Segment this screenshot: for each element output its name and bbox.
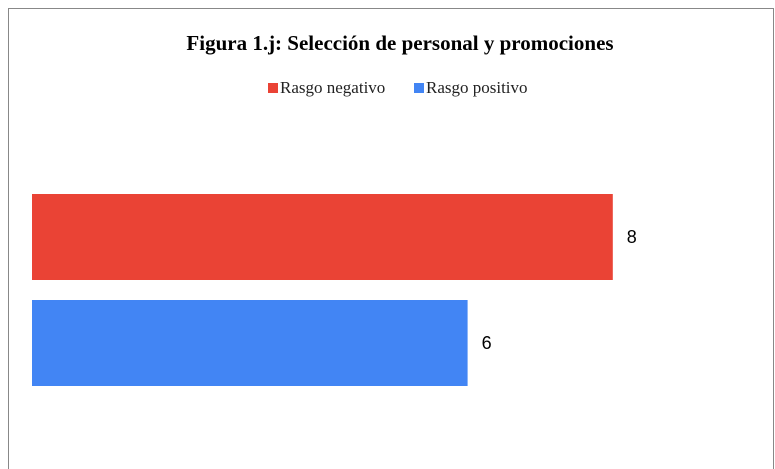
legend-label: Rasgo positivo: [426, 78, 528, 97]
bar: [32, 300, 468, 386]
bar: [32, 194, 613, 280]
legend-swatch: [414, 83, 424, 93]
data-label: 8: [627, 227, 637, 247]
data-label: 6: [482, 333, 492, 353]
legend-label: Rasgo negativo: [280, 78, 385, 97]
chart-title: Figura 1.j: Selección de personal y prom…: [186, 31, 613, 55]
legend-swatch: [268, 83, 278, 93]
